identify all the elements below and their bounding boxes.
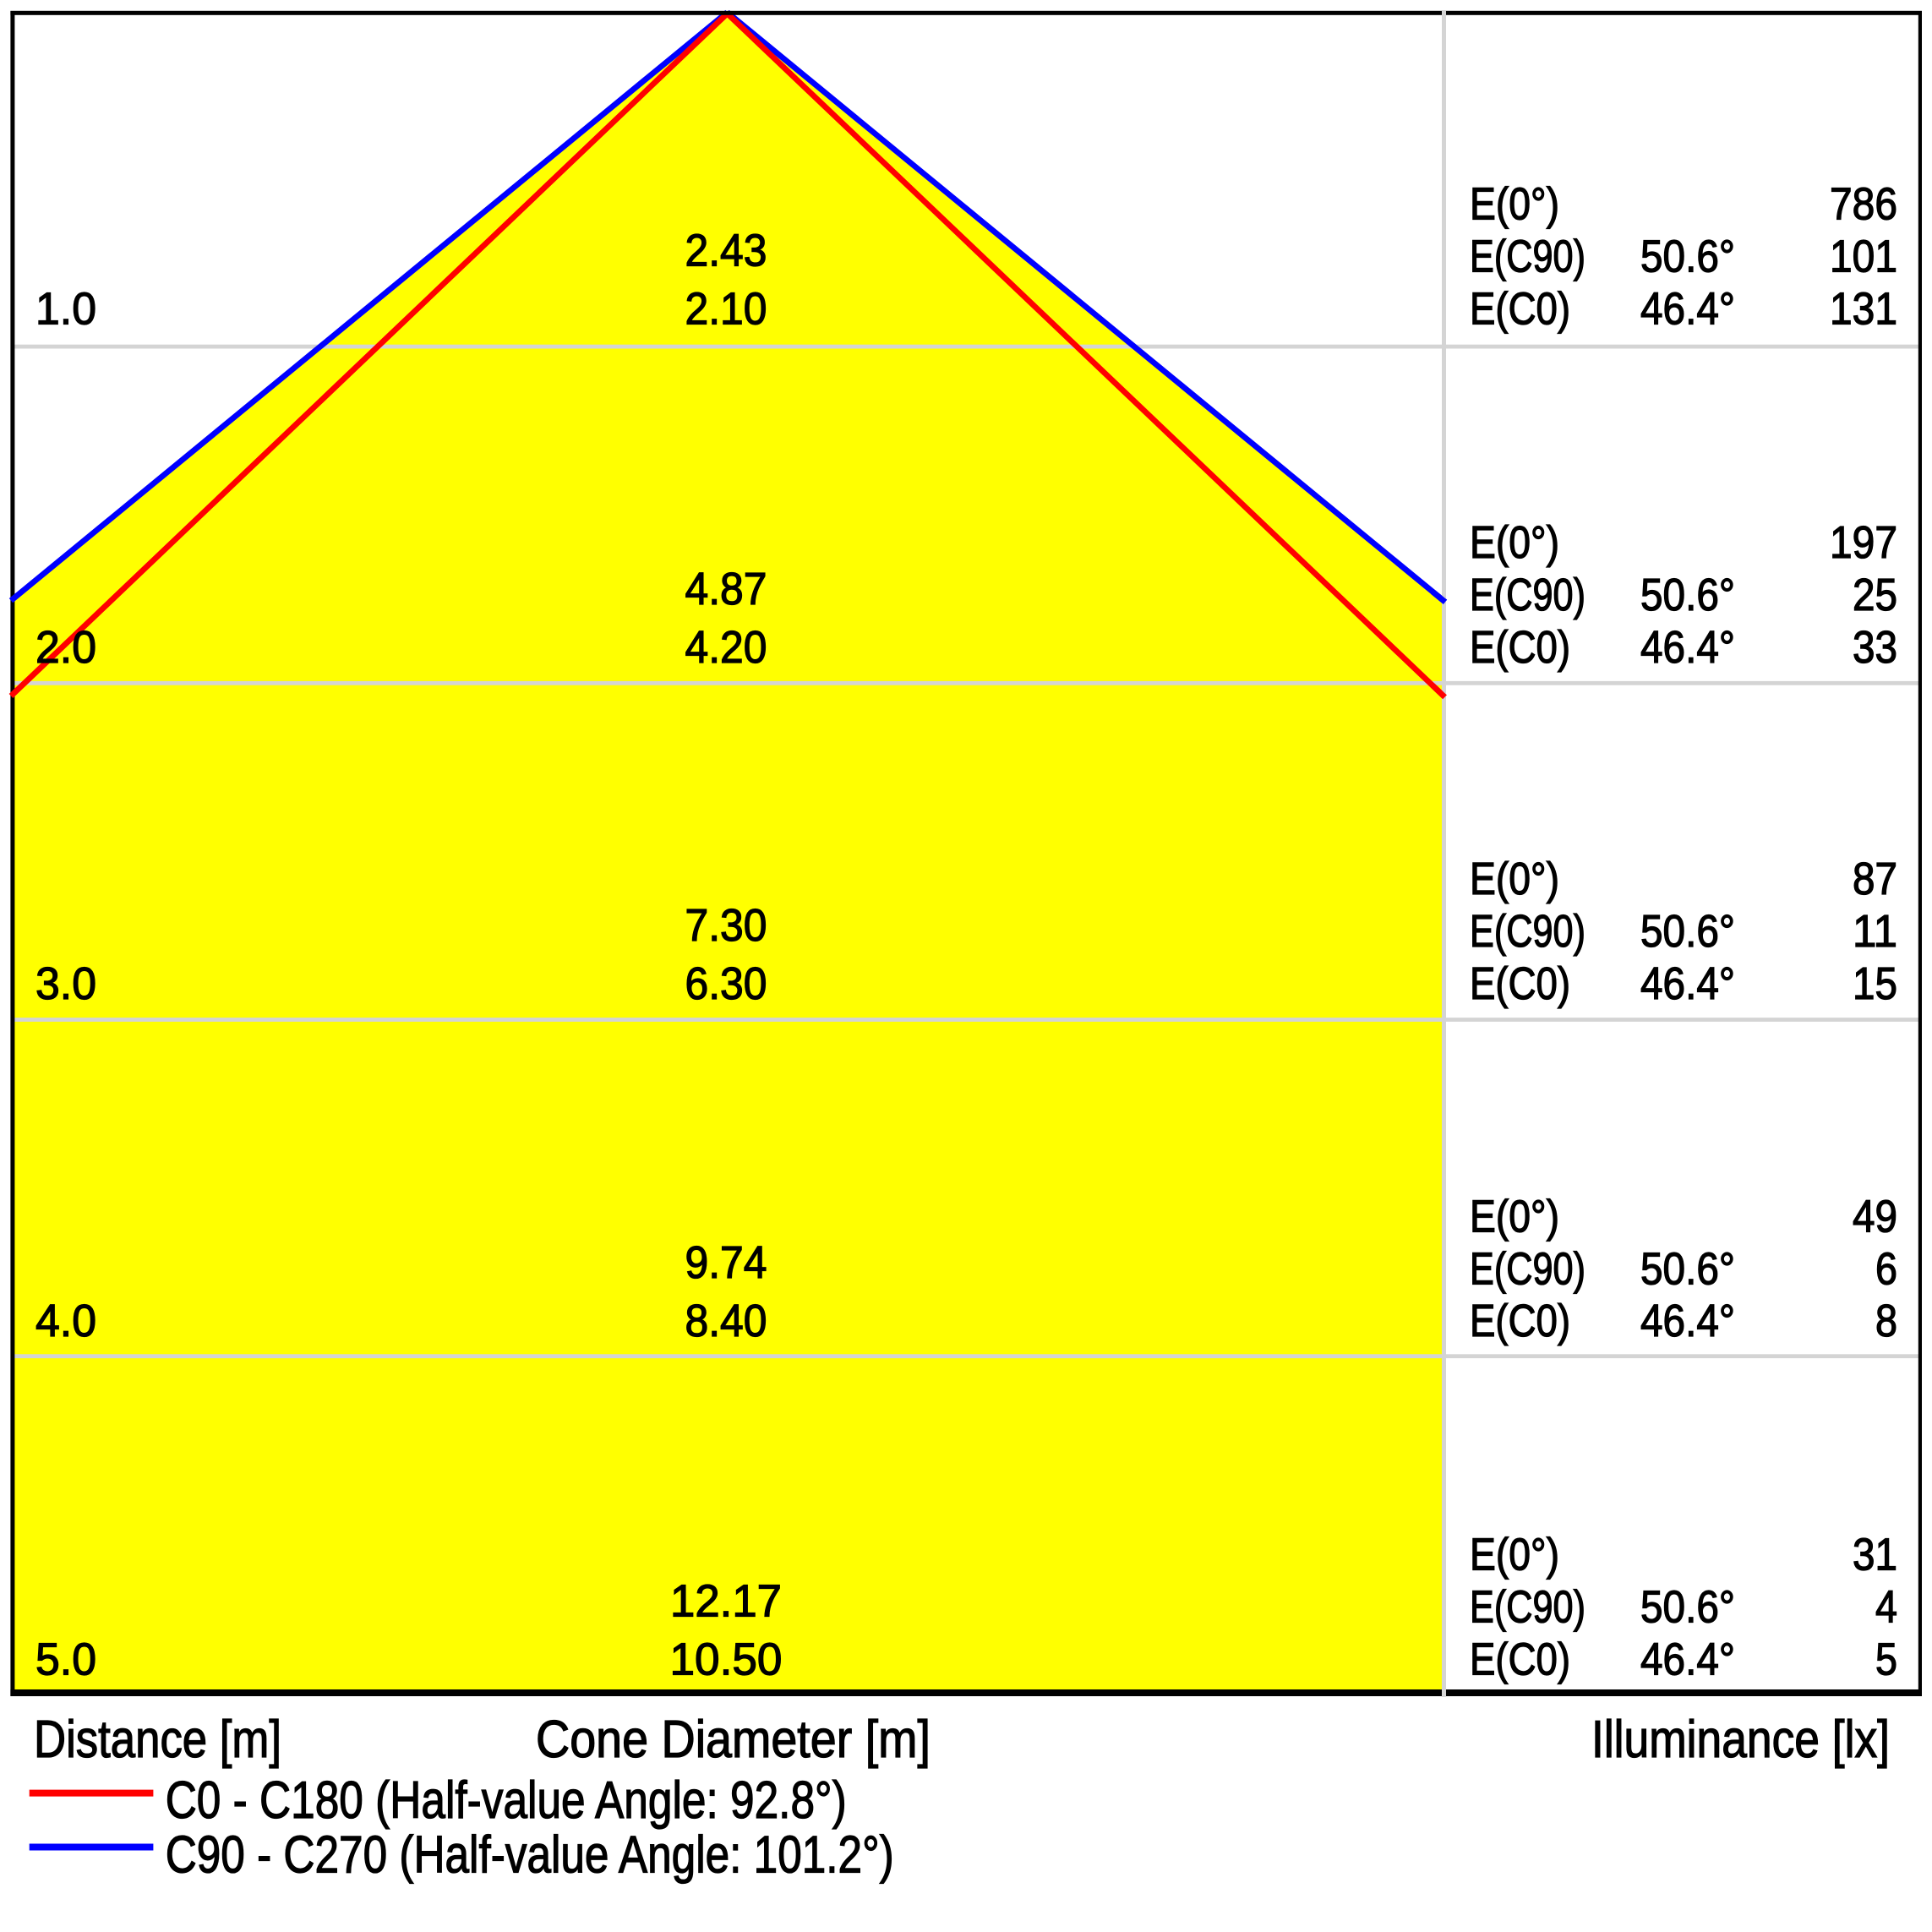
- svg-text:31: 31: [1853, 1530, 1897, 1580]
- svg-text:50.6°: 50.6°: [1640, 1244, 1735, 1295]
- svg-text:E(C0): E(C0): [1470, 284, 1570, 335]
- svg-text:4.87: 4.87: [685, 564, 767, 614]
- svg-text:12.17: 12.17: [670, 1576, 782, 1627]
- svg-text:E(0°): E(0°): [1470, 1530, 1559, 1580]
- svg-text:E(C90): E(C90): [1470, 906, 1585, 957]
- svg-text:786: 786: [1830, 179, 1897, 230]
- svg-text:6.30: 6.30: [685, 958, 767, 1009]
- svg-text:25: 25: [1853, 570, 1897, 620]
- svg-text:4.0: 4.0: [35, 1296, 96, 1346]
- svg-text:E(C90): E(C90): [1470, 570, 1585, 620]
- svg-text:46.4°: 46.4°: [1640, 284, 1735, 335]
- svg-text:50.6°: 50.6°: [1640, 1582, 1735, 1633]
- svg-text:87: 87: [1853, 854, 1897, 904]
- svg-text:C90 - C270 (Half-value Angle:: C90 - C270 (Half-value Angle: 101.2°): [166, 1826, 894, 1885]
- svg-text:E(C90): E(C90): [1470, 1582, 1585, 1633]
- svg-text:9.74: 9.74: [685, 1237, 767, 1288]
- svg-text:4.20: 4.20: [685, 622, 767, 673]
- svg-text:Illuminance [lx]: Illuminance [lx]: [1591, 1711, 1890, 1769]
- svg-text:E(C0): E(C0): [1470, 1635, 1570, 1685]
- svg-text:8.40: 8.40: [685, 1296, 767, 1346]
- svg-text:50.6°: 50.6°: [1640, 232, 1735, 282]
- svg-text:15: 15: [1853, 958, 1897, 1009]
- svg-text:5.0: 5.0: [35, 1635, 96, 1685]
- svg-text:E(C90): E(C90): [1470, 232, 1585, 282]
- svg-text:E(C0): E(C0): [1470, 1296, 1570, 1346]
- svg-text:E(C90): E(C90): [1470, 1244, 1585, 1295]
- svg-text:50.6°: 50.6°: [1640, 906, 1735, 957]
- svg-text:2.43: 2.43: [685, 226, 767, 276]
- svg-text:2.0: 2.0: [35, 622, 96, 673]
- svg-text:131: 131: [1830, 284, 1897, 335]
- svg-text:46.4°: 46.4°: [1640, 622, 1735, 673]
- svg-text:C0 - C180 (Half-value Angle: 9: C0 - C180 (Half-value Angle: 92.8°): [166, 1771, 847, 1830]
- svg-text:Cone Diameter [m]: Cone Diameter [m]: [536, 1711, 931, 1769]
- svg-text:Distance [m]: Distance [m]: [34, 1711, 281, 1769]
- svg-text:10.50: 10.50: [670, 1635, 783, 1685]
- svg-text:E(C0): E(C0): [1470, 622, 1570, 673]
- svg-text:3.0: 3.0: [35, 958, 96, 1009]
- svg-text:E(0°): E(0°): [1470, 854, 1559, 904]
- svg-text:46.4°: 46.4°: [1640, 1296, 1735, 1346]
- svg-text:11: 11: [1853, 906, 1897, 957]
- svg-text:E(0°): E(0°): [1470, 179, 1559, 230]
- svg-text:E(0°): E(0°): [1470, 1192, 1559, 1242]
- svg-text:7.30: 7.30: [685, 900, 767, 951]
- svg-text:46.4°: 46.4°: [1640, 958, 1735, 1009]
- svg-text:46.4°: 46.4°: [1640, 1635, 1735, 1685]
- svg-text:101: 101: [1830, 232, 1897, 282]
- svg-text:E(C0): E(C0): [1470, 958, 1570, 1009]
- svg-text:2.10: 2.10: [685, 284, 767, 335]
- svg-text:33: 33: [1853, 622, 1897, 673]
- svg-text:6: 6: [1875, 1244, 1897, 1295]
- svg-text:49: 49: [1853, 1192, 1897, 1242]
- svg-text:E(0°): E(0°): [1470, 517, 1559, 568]
- svg-text:5: 5: [1875, 1635, 1897, 1685]
- svg-text:8: 8: [1875, 1296, 1897, 1346]
- svg-text:1.0: 1.0: [35, 284, 96, 335]
- svg-text:4: 4: [1875, 1582, 1897, 1633]
- svg-text:197: 197: [1830, 517, 1897, 568]
- svg-text:50.6°: 50.6°: [1640, 570, 1735, 620]
